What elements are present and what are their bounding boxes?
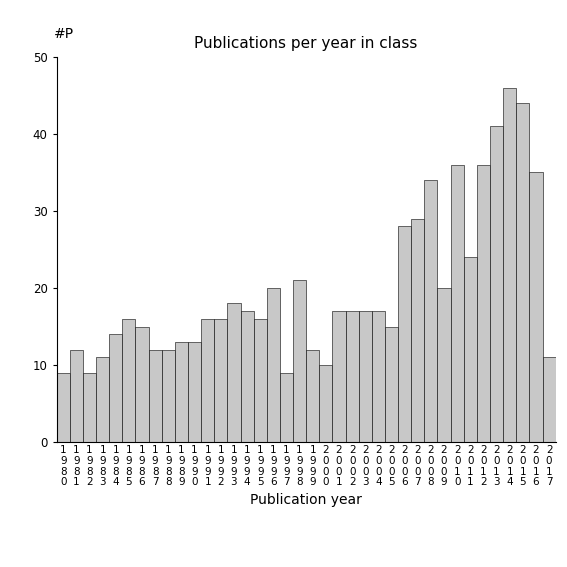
Bar [267,288,280,442]
Bar [188,342,201,442]
Text: #P: #P [54,27,74,41]
Bar [398,226,411,442]
Bar [109,335,122,442]
Title: Publications per year in class: Publications per year in class [194,36,418,52]
Bar [175,342,188,442]
Bar [136,327,149,442]
Bar [319,365,332,442]
Bar [517,103,530,442]
Bar [293,280,306,442]
Bar [411,219,424,442]
Bar [372,311,385,442]
Bar [70,350,83,442]
Bar [359,311,372,442]
Bar [345,311,359,442]
Bar [280,373,293,442]
Bar [149,350,162,442]
Bar [490,126,503,442]
Bar [214,319,227,442]
Bar [543,357,556,442]
Bar [240,311,253,442]
Bar [424,180,438,442]
Bar [201,319,214,442]
Bar [464,257,477,442]
Bar [122,319,136,442]
Bar [503,87,517,442]
Bar [253,319,267,442]
Bar [227,303,240,442]
Bar [385,327,398,442]
Bar [477,164,490,442]
Bar [530,172,543,442]
Bar [332,311,345,442]
Bar [96,357,109,442]
Bar [451,164,464,442]
Bar [83,373,96,442]
Bar [438,288,451,442]
Bar [57,373,70,442]
Bar [162,350,175,442]
Bar [306,350,319,442]
X-axis label: Publication year: Publication year [250,493,362,507]
